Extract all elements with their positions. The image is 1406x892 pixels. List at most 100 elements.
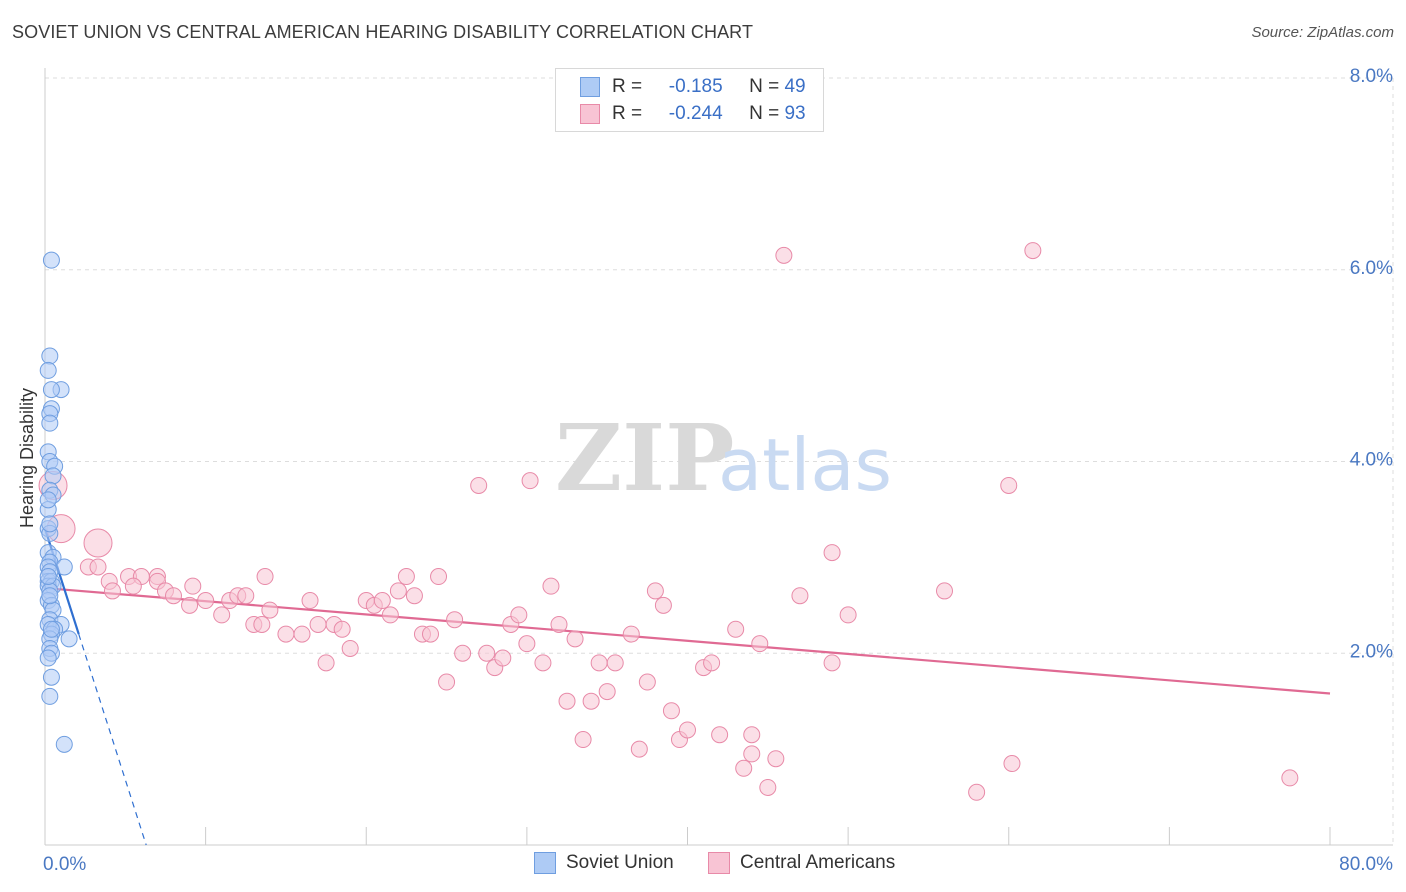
central-americans-point	[646, 582, 664, 600]
central-americans-point	[775, 246, 793, 264]
central-americans-point	[751, 635, 769, 653]
central-americans-point	[446, 611, 464, 629]
central-americans-point	[735, 759, 753, 777]
central-americans-point	[317, 654, 335, 672]
central-americans-point	[165, 587, 182, 605]
stats-legend: R = -0.185 N = 49 R = -0.244 N = 93	[555, 68, 824, 132]
central-americans-point	[277, 625, 295, 643]
central-americans-point	[574, 731, 592, 749]
series-swatch-soviet-union	[534, 852, 556, 874]
legend-r-value: -0.244	[668, 103, 723, 124]
central-americans-point	[558, 692, 576, 710]
central-americans-point	[743, 745, 761, 763]
series-label-central-americans: Central Americans	[740, 852, 896, 873]
central-americans-point	[454, 644, 472, 662]
legend-row-soviet-union: R = -0.185 N = 49	[580, 75, 806, 99]
soviet-union-point	[39, 491, 57, 509]
central-americans-point	[791, 587, 809, 605]
soviet-union-point	[44, 467, 62, 485]
chart-title: SOVIET UNION VS CENTRAL AMERICAN HEARING…	[12, 22, 754, 42]
central-americans-point	[566, 630, 584, 648]
central-americans-point	[542, 577, 560, 595]
central-americans-point	[518, 635, 536, 653]
soviet-union-point	[41, 687, 59, 705]
central-americans-point	[767, 750, 785, 768]
central-americans-point	[606, 654, 624, 672]
central-americans-point	[521, 472, 539, 490]
central-americans-point	[430, 568, 448, 586]
central-americans-point	[253, 615, 271, 633]
soviet-union-point	[39, 568, 57, 586]
legend-n-value: 93	[784, 103, 806, 124]
watermark-atlas: atlas	[718, 423, 892, 507]
central-americans-trendline	[44, 586, 1331, 695]
central-americans-point	[968, 783, 986, 801]
central-americans-point	[662, 702, 680, 720]
central-americans-point	[184, 577, 202, 595]
central-americans-point	[1000, 476, 1018, 494]
central-americans-point	[438, 673, 456, 691]
central-americans-point	[389, 582, 407, 600]
soviet-union-point	[41, 414, 59, 432]
central-americans-point	[839, 606, 857, 624]
central-americans-point	[237, 587, 255, 605]
central-americans-point	[478, 644, 496, 662]
soviet-union-point	[42, 620, 60, 638]
soviet-union-trendline-extension	[78, 633, 147, 846]
central-americans-point	[89, 558, 107, 576]
soviet-union-point	[55, 735, 73, 753]
central-americans-point	[422, 625, 439, 643]
central-americans-point	[1281, 769, 1299, 787]
chart-source: Source: ZipAtlas.com	[1251, 24, 1394, 41]
central-americans-point	[381, 606, 399, 624]
x-tick-label: 80.0%	[1339, 854, 1393, 875]
trend-lines	[43, 528, 1331, 846]
central-americans-point	[510, 606, 528, 624]
central-americans-point	[638, 673, 656, 691]
central-americans-point	[373, 592, 391, 610]
central-americans-point	[727, 620, 745, 638]
y-tick-label: 8.0%	[1350, 66, 1393, 87]
central-americans-point	[333, 620, 351, 638]
central-americans-point	[711, 726, 729, 744]
central-americans-point	[743, 726, 761, 744]
y-tick-label: 4.0%	[1350, 450, 1393, 471]
central-americans-point	[103, 582, 121, 600]
central-americans-point	[405, 587, 423, 605]
x-tick-label: 0.0%	[43, 854, 86, 875]
y-tick-label: 6.0%	[1350, 258, 1393, 279]
watermark-zip: ZIP	[555, 404, 734, 512]
soviet-union-point	[42, 668, 60, 686]
central-americans-point	[1024, 242, 1042, 260]
central-americans-point	[124, 577, 142, 595]
soviet-union-point	[39, 361, 57, 379]
soviet-union-point	[60, 630, 78, 648]
central-americans-point	[654, 596, 672, 614]
soviet-union-point	[41, 515, 59, 533]
legend-swatch-soviet-union	[580, 77, 600, 97]
series-legend-central-americans: Central Americans	[708, 852, 895, 874]
central-americans-point	[823, 654, 841, 672]
data-points	[38, 242, 1299, 801]
legend-r-label: R =	[612, 76, 643, 97]
central-americans-point	[301, 592, 319, 610]
central-americans-point	[341, 639, 359, 657]
central-americans-point	[197, 592, 215, 610]
central-americans-point	[261, 601, 279, 619]
central-americans-point	[598, 683, 616, 701]
legend-r-value: -0.185	[668, 76, 723, 97]
central-americans-point	[823, 544, 841, 562]
watermark: ZIP atlas	[555, 404, 892, 512]
central-americans-point	[550, 615, 568, 633]
legend-r-label: R =	[612, 103, 643, 124]
central-americans-point	[534, 654, 552, 672]
legend-n-value: 49	[784, 76, 806, 97]
central-americans-point	[936, 582, 953, 600]
soviet-union-point	[41, 347, 59, 365]
soviet-union-point	[39, 649, 57, 667]
legend-n-label: N =	[749, 103, 780, 124]
central-americans-point	[759, 778, 777, 796]
central-americans-point	[679, 721, 696, 739]
central-americans-point	[397, 568, 415, 586]
